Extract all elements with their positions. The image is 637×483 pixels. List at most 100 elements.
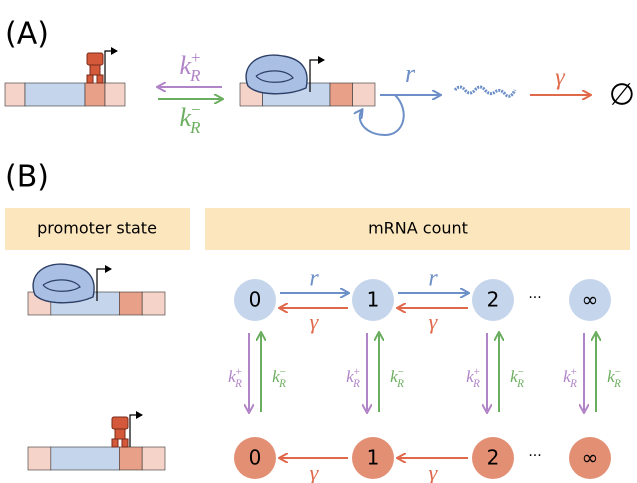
rate-base: k bbox=[179, 51, 191, 80]
label: 1 bbox=[367, 288, 380, 312]
label: γ bbox=[429, 309, 439, 334]
repressor bbox=[111, 416, 129, 430]
label: ··· bbox=[528, 448, 541, 464]
dna-segment bbox=[84, 82, 106, 107]
label: γ bbox=[429, 460, 439, 483]
rate-sup: + bbox=[236, 366, 242, 378]
dna-segment bbox=[27, 446, 52, 471]
rate-base: k bbox=[346, 367, 354, 386]
label: 0 bbox=[249, 446, 262, 470]
state-node bbox=[234, 437, 276, 479]
state-node bbox=[472, 437, 514, 479]
polymerase-groove bbox=[255, 70, 294, 83]
rate-base: k bbox=[179, 103, 191, 132]
dna-segment bbox=[4, 82, 26, 107]
header-box bbox=[205, 208, 630, 250]
label: ∅ bbox=[609, 78, 635, 113]
label: 0 bbox=[249, 288, 262, 312]
repressor bbox=[86, 52, 104, 66]
label: ∞ bbox=[582, 446, 599, 470]
repressor bbox=[114, 428, 126, 440]
label: (B) bbox=[5, 160, 49, 195]
polymerase bbox=[32, 263, 95, 304]
dna-segment bbox=[329, 82, 353, 107]
rate-sub: R bbox=[569, 377, 577, 389]
label: ∞ bbox=[582, 288, 599, 312]
state-node bbox=[352, 279, 394, 321]
label: ··· bbox=[528, 290, 541, 306]
repressor bbox=[96, 74, 104, 84]
rate-base: k bbox=[563, 367, 571, 386]
repressor bbox=[111, 438, 119, 448]
rate-sup: − bbox=[191, 100, 201, 119]
polymerase-groove bbox=[42, 279, 81, 292]
tss-arrow bbox=[104, 47, 118, 83]
label: 2 bbox=[487, 288, 500, 312]
state-node bbox=[472, 279, 514, 321]
repressor bbox=[89, 64, 101, 76]
tss-arrow bbox=[129, 411, 143, 447]
state-node bbox=[352, 437, 394, 479]
rate-sub: R bbox=[189, 118, 201, 137]
rate-base: k bbox=[228, 367, 236, 386]
rate-label: k+ R bbox=[466, 366, 480, 390]
tss-arrow bbox=[96, 265, 112, 301]
rate-sup: + bbox=[191, 48, 201, 67]
rate-label: k+ R bbox=[228, 366, 242, 390]
mrna bbox=[453, 85, 517, 98]
polymerase bbox=[245, 54, 308, 95]
rate-label: k− R bbox=[607, 366, 621, 390]
dna-segment bbox=[104, 82, 126, 107]
label: r bbox=[428, 266, 438, 292]
rate-sub: R bbox=[516, 377, 524, 389]
rate-sub: R bbox=[189, 66, 201, 85]
repressor bbox=[86, 74, 94, 84]
state-node bbox=[234, 279, 276, 321]
label: r bbox=[309, 266, 319, 292]
rate-base: k bbox=[510, 367, 518, 386]
rate-label: k− R bbox=[272, 366, 286, 390]
rate-label: k− R bbox=[510, 366, 524, 390]
state-node bbox=[569, 437, 611, 479]
dna-segment bbox=[141, 291, 166, 316]
rate-label: k− R bbox=[179, 100, 201, 137]
tss-arrow bbox=[309, 56, 325, 92]
rate-label: k+ R bbox=[563, 366, 577, 390]
label: r bbox=[405, 59, 416, 88]
label: mRNA count bbox=[368, 219, 468, 238]
rate-sub: R bbox=[234, 377, 242, 389]
rate-sup: + bbox=[474, 366, 480, 378]
rate-base: k bbox=[272, 367, 280, 386]
state-node bbox=[569, 279, 611, 321]
rate-sub: R bbox=[472, 377, 480, 389]
label: 2 bbox=[487, 446, 500, 470]
dna-segment bbox=[119, 446, 143, 471]
rate-sup: + bbox=[571, 366, 577, 378]
dna-segment bbox=[24, 82, 86, 107]
rate-sup: − bbox=[615, 366, 621, 378]
rate-sub: R bbox=[278, 377, 286, 389]
rate-base: k bbox=[607, 367, 615, 386]
rate-sub: R bbox=[352, 377, 360, 389]
rate-sup: + bbox=[354, 366, 360, 378]
dna-segment bbox=[141, 446, 166, 471]
rate-label: k− R bbox=[390, 366, 404, 390]
rate-base: k bbox=[466, 367, 474, 386]
label: γ bbox=[310, 309, 320, 334]
dna-segment bbox=[119, 291, 143, 316]
header-box bbox=[5, 208, 190, 250]
label: γ bbox=[555, 65, 565, 91]
label: γ bbox=[310, 460, 320, 483]
rate-sub: R bbox=[613, 377, 621, 389]
rate-sup: − bbox=[280, 366, 286, 378]
rate-sup: − bbox=[398, 366, 404, 378]
label: 1 bbox=[367, 446, 380, 470]
rate-label: k+ R bbox=[179, 48, 201, 85]
rate-base: k bbox=[390, 367, 398, 386]
dna-segment bbox=[352, 82, 376, 107]
rate-sub: R bbox=[396, 377, 404, 389]
rate-label: k+ R bbox=[346, 366, 360, 390]
label: promoter state bbox=[37, 219, 157, 238]
dna-segment bbox=[50, 446, 120, 471]
